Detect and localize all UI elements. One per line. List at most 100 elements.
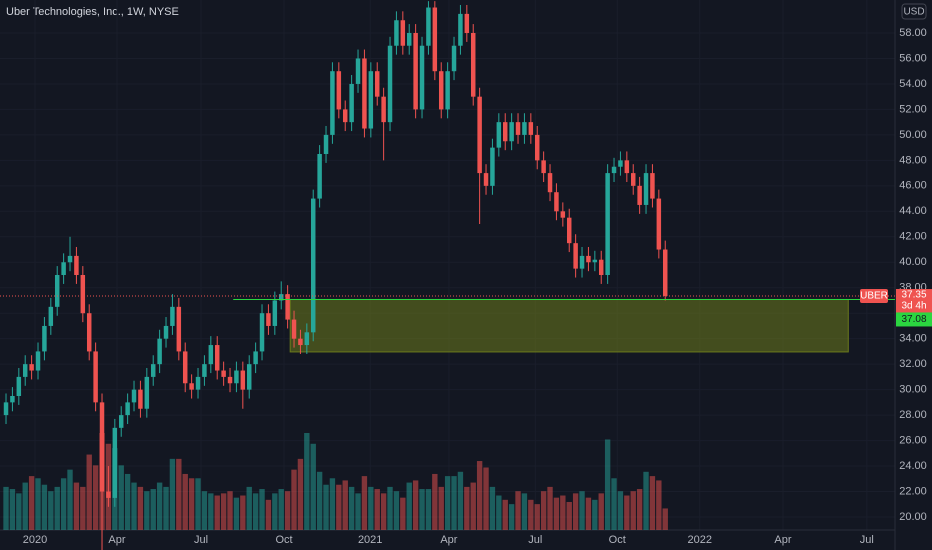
volume-bar [297,458,304,530]
candle-body [573,243,578,269]
candle-body [432,7,438,72]
volume-bar [188,478,195,530]
y-tick-label: 50.00 [899,129,927,141]
candle-body [221,370,226,377]
chart-title: Uber Technologies, Inc., 1W, NYSE [6,6,179,18]
candle-body [330,71,335,135]
candle-body [586,255,591,263]
volume-bar [316,471,323,530]
x-tick-label: Apr [774,534,791,546]
candle-body [106,491,111,498]
y-tick-label: 26.00 [899,434,927,446]
volume-bar [86,454,92,530]
volume-bar [470,482,476,530]
y-tick-label: 54.00 [899,78,927,90]
candle-body [150,364,156,377]
last-price-label: 37.35 [901,290,926,301]
candle-body [3,402,9,416]
candle-body [291,319,297,339]
candle-body [554,192,559,212]
volume-bar [118,465,124,530]
volume-bar [425,489,432,530]
y-tick-label: 48.00 [899,154,927,166]
candle-body [16,376,22,397]
candle-body [93,351,98,403]
candle-body [22,364,28,377]
candle-body [246,364,252,390]
volume-bar [182,473,188,530]
candle-body [298,338,303,346]
candle-body [426,7,431,46]
volume-bar [60,478,67,530]
y-tick-label: 56.00 [899,52,927,64]
volume-bar [560,495,566,530]
candle-body [138,389,143,409]
candle-body [611,166,617,174]
volume-bar [278,489,284,530]
candle-body [528,122,534,135]
candle-body [534,134,540,161]
currency[interactable]: USD [903,7,924,18]
candle-body [656,198,662,250]
volume-bar [457,471,464,530]
y-tick-label: 40.00 [899,256,927,268]
candle-body [176,306,182,352]
volume-bar [201,491,208,530]
volume-bar [131,482,137,530]
candle-body [67,255,73,263]
y-tick-label: 20.00 [899,511,927,523]
candle-body [195,376,201,390]
candle-body [61,262,66,275]
volume-bar [489,486,496,530]
candle-body [48,306,54,326]
candle-body [182,351,188,384]
volume-bar [233,497,240,530]
candle-body [643,173,649,205]
candle-body [86,313,92,352]
candle-body [131,389,137,403]
candle-body [637,185,642,205]
volume-bar [649,476,656,530]
volume-bar [240,495,246,530]
candle-body [605,173,610,275]
candle-body [10,396,15,403]
candle-body [490,147,495,186]
volume-bar [284,491,291,530]
volume-bar [483,467,489,530]
volume-bar [137,486,144,530]
candle-body [650,173,655,199]
volume-bar [368,486,374,530]
volume-bar [617,491,624,530]
y-tick-label: 32.00 [899,358,927,370]
candle-body [170,306,175,326]
volume-bar [41,484,48,530]
volume-bar [374,489,380,530]
candle-body [342,109,348,123]
volume-bar [323,484,329,530]
volume-bar [508,504,515,530]
volume-bar [432,473,438,530]
volume-bar [592,499,598,530]
volume-bar [227,491,233,530]
volume-bar [528,499,534,530]
volume-bar [630,491,636,530]
x-tick-label: Oct [275,534,292,546]
volume-bar [272,493,278,530]
candle-body [54,274,60,307]
candle-body [592,259,598,263]
x-tick-label: Jul [528,534,542,546]
volume-bar [361,476,368,530]
candle-body [502,122,508,142]
volume-bar [124,473,131,530]
volume-bar [419,489,425,530]
currency-box[interactable] [901,3,927,20]
candle-body [336,71,342,110]
volume-bar [553,497,560,530]
candle-body [118,415,124,428]
candle-body [259,313,265,352]
volume-bar [572,493,579,530]
volume-bar [611,478,617,530]
volume-bar [348,486,355,530]
y-tick-label: 34.00 [899,333,927,345]
volume-bar [355,493,361,530]
